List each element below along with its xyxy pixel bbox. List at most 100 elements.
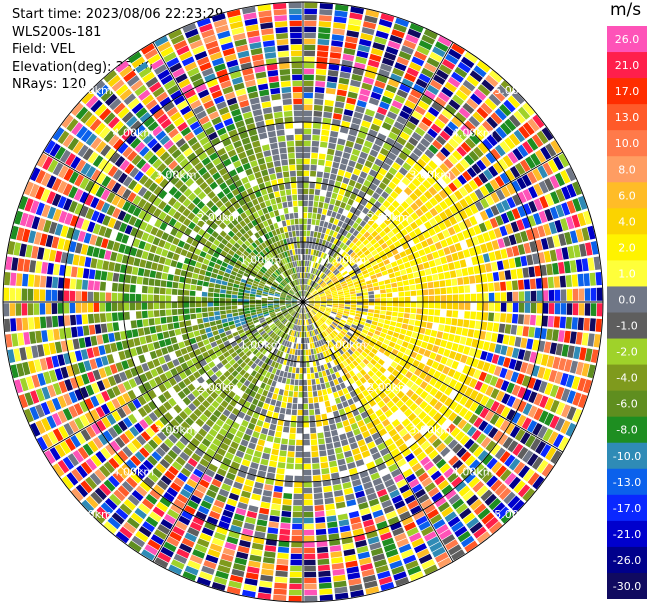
velocity-gate <box>243 414 252 422</box>
velocity-gate <box>197 505 210 515</box>
velocity-gate <box>573 244 581 258</box>
velocity-gate <box>219 559 232 568</box>
velocity-gate <box>246 395 254 403</box>
velocity-gate <box>295 343 299 350</box>
velocity-gate <box>289 433 296 440</box>
velocity-gate <box>456 463 468 475</box>
velocity-gate <box>323 394 329 402</box>
velocity-gate <box>342 444 351 452</box>
velocity-gate <box>297 409 303 416</box>
velocity-gate <box>351 447 361 456</box>
velocity-gate <box>560 289 567 301</box>
velocity-gate <box>260 382 266 389</box>
velocity-gate <box>380 242 388 250</box>
velocity-gate <box>27 303 34 316</box>
velocity-gate <box>246 566 260 574</box>
velocity-gate <box>206 332 214 338</box>
velocity-gate <box>492 162 504 174</box>
velocity-gate <box>208 484 220 493</box>
velocity-gate <box>344 190 352 198</box>
velocity-gate <box>413 406 423 416</box>
velocity-gate <box>517 484 531 498</box>
velocity-gate <box>339 433 347 441</box>
velocity-gate <box>401 105 413 115</box>
velocity-gate <box>409 61 422 72</box>
velocity-gate <box>303 487 313 494</box>
velocity-gate <box>57 290 64 301</box>
velocity-gate <box>254 358 261 365</box>
velocity-gate <box>512 398 522 410</box>
velocity-gate <box>243 453 253 461</box>
velocity-gate <box>306 260 310 267</box>
velocity-gate <box>235 507 247 516</box>
velocity-gate <box>305 313 308 319</box>
velocity-gate <box>419 400 428 410</box>
velocity-gate <box>249 307 256 311</box>
velocity-gate <box>316 534 327 541</box>
velocity-gate <box>264 326 271 332</box>
velocity-gate <box>370 547 384 557</box>
velocity-gate <box>537 366 546 379</box>
velocity-gate <box>314 306 320 309</box>
velocity-gate <box>490 443 501 456</box>
velocity-gate <box>391 348 399 356</box>
velocity-gate <box>164 412 174 422</box>
start-time-label: Start time: 2023/08/06 22:23:29 <box>12 7 224 22</box>
velocity-gate <box>317 232 322 239</box>
velocity-gate <box>375 257 383 264</box>
velocity-gate <box>183 406 193 416</box>
velocity-gate <box>322 351 327 358</box>
velocity-gate <box>349 272 356 278</box>
velocity-gate <box>143 443 154 454</box>
velocity-gate <box>434 401 443 411</box>
velocity-gate <box>284 346 288 353</box>
velocity-gate <box>154 279 161 287</box>
velocity-gate <box>193 489 205 499</box>
velocity-gate <box>377 442 387 451</box>
velocity-gate <box>517 349 526 360</box>
velocity-gate <box>328 454 336 462</box>
velocity-gate <box>555 204 565 218</box>
velocity-gate <box>503 99 516 113</box>
velocity-gate <box>372 477 383 486</box>
velocity-gate <box>205 343 212 351</box>
velocity-gate <box>462 102 475 114</box>
velocity-gate <box>277 419 284 426</box>
velocity-gate <box>331 276 337 281</box>
velocity-gate <box>324 431 331 438</box>
velocity-gate <box>303 188 309 195</box>
velocity-gate <box>367 378 375 386</box>
velocity-gate <box>404 291 411 297</box>
velocity-gate <box>499 419 510 432</box>
velocity-gate <box>458 485 471 497</box>
velocity-gate <box>328 317 334 322</box>
velocity-gate <box>423 404 433 414</box>
velocity-gate <box>277 552 289 559</box>
velocity-gate <box>383 339 390 345</box>
velocity-gate <box>506 395 516 408</box>
velocity-gate <box>215 570 229 580</box>
velocity-gate <box>319 450 327 457</box>
velocity-gate <box>343 253 349 260</box>
velocity-gate <box>459 384 468 394</box>
velocity-gate <box>413 147 423 157</box>
velocity-gate <box>320 462 329 469</box>
velocity-gate <box>23 332 31 345</box>
velocity-gate <box>589 272 596 286</box>
velocity-gate <box>331 386 337 393</box>
velocity-gate <box>514 429 526 442</box>
velocity-gate <box>555 248 563 261</box>
velocity-gate <box>123 311 130 320</box>
velocity-gate <box>174 328 182 336</box>
velocity-gate <box>451 360 459 370</box>
velocity-gate <box>391 200 400 209</box>
velocity-gate <box>434 41 449 52</box>
velocity-gate <box>313 269 318 275</box>
velocity-gate <box>415 353 423 362</box>
velocity-gate <box>370 274 377 280</box>
velocity-gate <box>495 189 506 201</box>
velocity-gate <box>250 370 257 377</box>
velocity-gate <box>473 88 487 101</box>
velocity-gate <box>412 83 425 94</box>
velocity-gate <box>184 505 196 515</box>
